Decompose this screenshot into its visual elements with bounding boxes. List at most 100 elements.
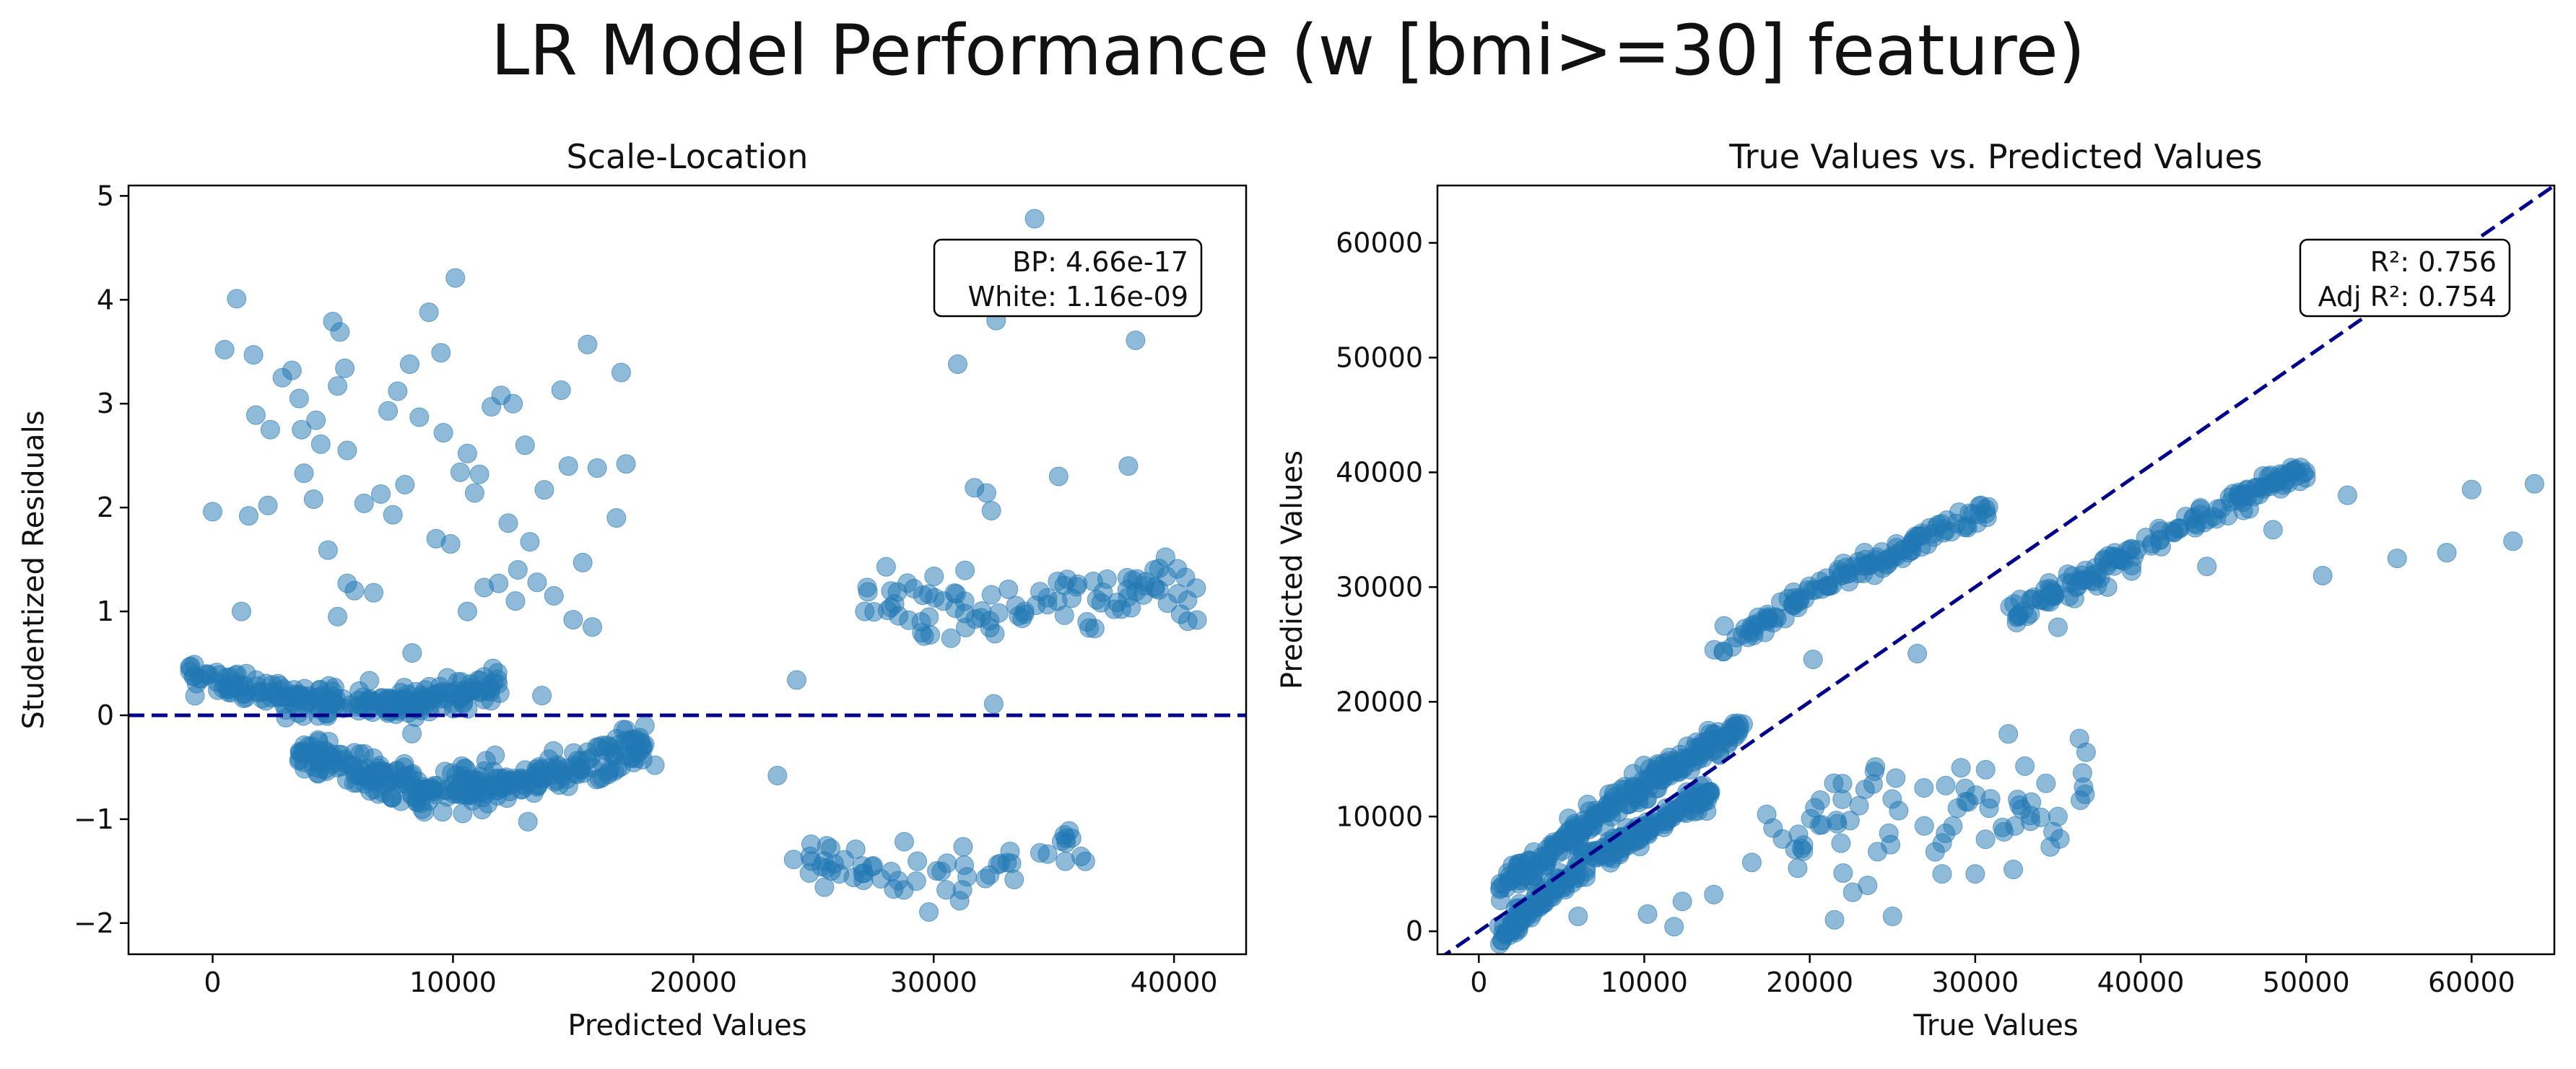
data-point [1093, 583, 1113, 603]
data-point [1066, 577, 1087, 597]
data-point [1907, 644, 1928, 664]
data-point [1908, 526, 1928, 546]
data-point [889, 606, 909, 626]
y-tick-label: 4 [97, 284, 114, 315]
data-point [214, 339, 235, 359]
data-point [1824, 773, 1844, 793]
data-point [801, 851, 822, 871]
data-point [260, 419, 280, 440]
data-point [2338, 485, 2358, 505]
data-point [1979, 798, 1999, 819]
data-point [2461, 479, 2481, 499]
axes-frame [127, 184, 1248, 956]
data-point [218, 679, 238, 699]
data-point [611, 362, 631, 383]
x-tick-label: 20000 [650, 967, 737, 998]
data-point [1586, 800, 1606, 821]
data-point [1187, 610, 1207, 630]
data-point [453, 803, 473, 824]
data-point [399, 354, 419, 375]
data-point [864, 602, 884, 622]
data-point [2076, 742, 2096, 762]
data-point [2524, 474, 2544, 494]
x-axis-label: True Values [1913, 1009, 2078, 1042]
data-point [1118, 587, 1138, 607]
data-point [1118, 456, 1139, 476]
data-point [544, 741, 564, 761]
data-point [1059, 821, 1079, 841]
data-point [988, 855, 1008, 875]
data-point [2164, 522, 2184, 542]
data-point [508, 560, 528, 580]
data-point [1842, 882, 1863, 902]
data-point [1186, 578, 1206, 598]
data-point [2005, 816, 2025, 836]
data-point [2185, 518, 2205, 538]
data-point [2035, 580, 2055, 600]
data-point [310, 434, 331, 454]
data-point [433, 423, 453, 443]
data-point [1492, 930, 1513, 951]
y-tick-label: −2 [74, 907, 114, 939]
data-point [330, 322, 350, 342]
x-tick-label: 40000 [2097, 967, 2185, 998]
data-point [596, 741, 616, 761]
data-point [955, 560, 975, 580]
data-point [2312, 565, 2333, 585]
data-point [1012, 608, 1032, 629]
data-point [231, 601, 251, 621]
data-point [457, 443, 477, 463]
data-point [371, 484, 391, 504]
data-point [227, 289, 247, 309]
data-point [308, 732, 328, 752]
data-point [2232, 486, 2252, 506]
data-point [919, 607, 939, 627]
data-point [282, 360, 302, 380]
data-point [431, 343, 451, 363]
data-point [292, 419, 312, 440]
data-point [845, 839, 866, 860]
data-point [1056, 851, 1076, 871]
data-point [1507, 856, 1528, 876]
data-point [409, 407, 430, 427]
data-point [976, 483, 996, 503]
data-point [419, 302, 439, 323]
plot-area [129, 209, 1246, 922]
data-point [1824, 909, 1845, 930]
data-point [328, 744, 349, 764]
data-point [1839, 572, 1859, 592]
data-point [1881, 834, 1901, 855]
data-point [328, 376, 348, 396]
data-point [238, 506, 258, 526]
x-axis-label: Predicted Values [567, 1009, 806, 1042]
data-point [472, 787, 492, 808]
data-point [1728, 724, 1748, 744]
data-point [1833, 863, 1853, 883]
data-point [606, 508, 627, 528]
data-point [952, 880, 972, 900]
data-point [824, 854, 844, 874]
data-point [354, 493, 374, 513]
data-point [1155, 547, 1175, 567]
data-point [1546, 879, 1566, 899]
data-point [1943, 816, 1963, 836]
data-point [2036, 773, 2056, 793]
data-point [318, 540, 338, 560]
x-tick-label: 0 [204, 967, 221, 998]
data-point [1127, 569, 1147, 589]
data-point [405, 698, 425, 718]
stats-annotation-line: White: 1.16e-09 [968, 281, 1188, 313]
data-point [527, 572, 547, 593]
data-point [1611, 826, 1631, 847]
data-point [1672, 891, 1692, 912]
data-point [203, 502, 223, 522]
data-point [2048, 806, 2068, 826]
data-point [1507, 913, 1527, 933]
data-point [2003, 860, 2024, 880]
data-point [565, 764, 586, 784]
data-point [503, 393, 523, 414]
data-point [1805, 798, 1825, 818]
x-tick-label: 40000 [1131, 967, 1218, 998]
data-point [1568, 907, 1588, 927]
data-point [337, 573, 357, 593]
